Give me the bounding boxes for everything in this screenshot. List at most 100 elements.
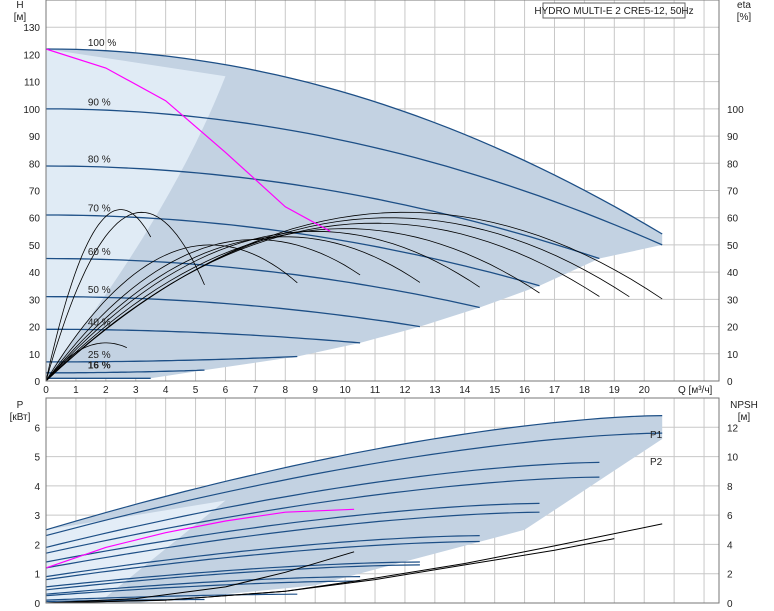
y-tick-label: 40 [29, 268, 41, 279]
npsh-tick-label: 8 [727, 482, 733, 493]
npsh-axis-label: NPSH [730, 400, 758, 411]
speed-label: 16 % [88, 361, 111, 372]
npsh-tick-label: 0 [727, 599, 733, 610]
y2-tick-label: 40 [727, 268, 739, 279]
efficiency-curve [45, 209, 152, 382]
power-curve [45, 535, 480, 578]
power-curve [45, 476, 600, 554]
plot-frame [45, 0, 720, 382]
x-tick-label: 13 [429, 385, 441, 396]
y2-tick-label: 100 [727, 105, 744, 116]
y-tick-label: 60 [29, 214, 41, 225]
y-tick-label: 30 [29, 295, 41, 306]
x-tick-label: 3 [133, 385, 139, 396]
power-plot-frame [45, 397, 720, 604]
y2-tick-label: 70 [727, 187, 739, 198]
power-curve [45, 576, 361, 595]
npsh-tick-label: 6 [727, 511, 733, 522]
y-tick-label: 110 [24, 78, 40, 89]
x-tick-label: 6 [223, 385, 229, 396]
power-curve [45, 540, 480, 581]
y-axis-unit: [м] [14, 12, 27, 23]
y-tick-label: 90 [29, 132, 41, 143]
chart-title: HYDRO MULTI-E 2 CRE5-12, 50Hz [534, 6, 693, 17]
bep-curve [45, 48, 331, 232]
x-tick-label: 1 [73, 385, 79, 396]
y2-axis-unit: [%] [737, 12, 752, 23]
p-tick-label: 2 [34, 540, 40, 551]
head-curve [46, 328, 361, 344]
npsh-curve [45, 538, 615, 604]
y2-tick-label: 30 [727, 295, 739, 306]
p-tick-label: 0 [34, 599, 40, 610]
y-axis-label: H [16, 0, 23, 11]
y-tick-label: 130 [23, 23, 40, 34]
efficiency-curve [45, 239, 361, 382]
power-curve [45, 580, 361, 597]
series-label-p2: P2 [650, 457, 663, 468]
npsh-tick-label: 12 [727, 423, 739, 434]
y2-tick-label: 60 [727, 214, 739, 225]
x-tick-label: 19 [609, 385, 621, 396]
x-tick-label: 14 [459, 385, 471, 396]
y-tick-label: 80 [29, 159, 41, 170]
speed-label: 70 % [88, 204, 111, 215]
head-efficiency-panel: 100 %90 %80 %70 %60 %50 %40 %25 %16 %0 1 2… [14, 0, 752, 396]
p-axis-unit: [кВт] [10, 412, 31, 423]
series-label-p1: P1 [650, 430, 663, 441]
speed-label: 50 % [88, 285, 111, 296]
speed-label: 25 % [88, 350, 111, 361]
x-tick-label: 11 [370, 385, 381, 396]
x-tick-label: 10 [340, 385, 352, 396]
x-tick-label: 7 [253, 385, 259, 396]
power-curve [45, 502, 540, 563]
x-tick-label: 8 [283, 385, 289, 396]
y2-tick-label: 10 [727, 350, 739, 361]
y2-tick-label: 50 [727, 241, 739, 252]
head-curve [45, 48, 663, 235]
x-tick-label: 5 [193, 385, 199, 396]
x-tick-label: 18 [579, 385, 591, 396]
y2-tick-label: 90 [727, 132, 739, 143]
power-curve [45, 511, 540, 569]
power-curve [45, 561, 420, 588]
efficiency-curve [45, 236, 421, 382]
y-tick-label: 50 [29, 241, 41, 252]
low-flow-area [46, 48, 226, 376]
x-tick-label: 4 [163, 385, 169, 396]
head-curve [46, 108, 663, 246]
speed-label: 40 % [88, 318, 111, 329]
x-tick-label: 2 [103, 385, 109, 396]
p-tick-label: 4 [34, 482, 40, 493]
x-tick-label: 0 [43, 385, 49, 396]
p-tick-label: 1 [34, 570, 40, 581]
x-tick-label: 15 [489, 385, 501, 396]
y2-tick-label: 20 [727, 323, 739, 334]
power-curve [45, 461, 600, 548]
head-curve [46, 355, 298, 363]
y2-axis-label: eta [737, 0, 751, 11]
x-axis-label: Q [м³/ч] [678, 385, 713, 396]
speed-label: 80 % [88, 155, 111, 166]
y-tick-label: 120 [23, 50, 40, 61]
head-curve [45, 257, 480, 309]
speed-label: 90 % [88, 97, 111, 108]
power-curve [45, 432, 663, 537]
power-curve [45, 593, 298, 601]
npsh-tick-label: 10 [727, 453, 739, 464]
title-box [542, 2, 686, 19]
npsh-curve [45, 551, 355, 604]
efficiency-curve [45, 342, 127, 382]
y-tick-label: 100 [23, 105, 40, 116]
speed-label: 60 % [88, 247, 111, 258]
y-tick-label: 20 [29, 323, 41, 334]
x-tick-label: 17 [549, 385, 561, 396]
power-curve [45, 564, 420, 591]
efficiency-curve [45, 228, 540, 382]
efficiency-curve [45, 244, 298, 382]
npsh-tick-label: 2 [727, 570, 733, 581]
x-tick-label: 16 [519, 385, 531, 396]
y-tick-label: 0 [34, 377, 40, 388]
